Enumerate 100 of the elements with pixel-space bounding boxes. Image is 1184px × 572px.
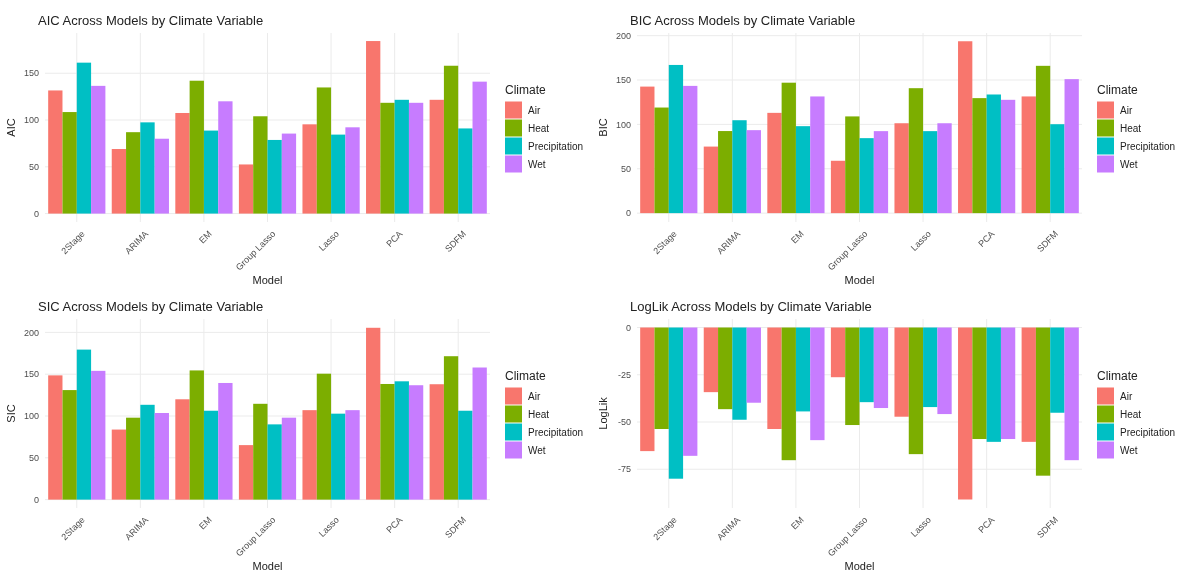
bar [1064,79,1079,214]
bar [253,116,268,214]
bar [48,375,63,500]
legend-label: Wet [528,159,546,170]
y-tick-label: -75 [617,464,631,475]
bar [218,382,233,500]
y-tick-label: 50 [28,452,39,463]
bar [316,87,332,214]
chart-title: LogLik Across Models by Climate Variable [630,299,872,314]
y-tick-label: 0 [33,494,39,505]
bar [203,410,219,500]
bar [331,134,346,214]
legend-label: Precipitation [1120,141,1176,152]
bar [429,384,444,500]
bar [683,85,698,214]
legend-label: Air [1120,105,1133,116]
bar [668,64,684,214]
bar [810,96,825,214]
bar [394,99,409,214]
bar [126,132,141,214]
bar [408,102,424,214]
chart-title: BIC Across Models by Climate Variable [630,13,856,28]
legend-label: Heat [528,409,550,420]
y-tick-label: 150 [23,68,39,79]
bar [472,367,487,500]
legend-label: Air [528,105,541,116]
bar [238,445,254,500]
bar [281,417,297,500]
bar [62,112,77,214]
y-tick-label: 100 [23,411,39,422]
legend-label: Heat [528,123,550,134]
bar [795,126,811,214]
bar [458,410,473,500]
x-tick-label: EM [789,228,806,246]
bar [267,139,282,214]
y-tick-label: 50 [620,163,631,174]
y-tick-label: 50 [28,161,39,172]
bar [746,130,761,214]
legend-label: Precipitation [1120,427,1176,438]
bar [703,146,719,214]
bar [76,62,92,214]
y-tick-label: -50 [617,417,631,428]
legend-title: Climate [1097,82,1138,97]
bar [126,417,141,500]
bar [345,127,360,214]
x-tick-label: PCA [976,228,997,249]
y-tick-label: 0 [33,208,39,219]
bar [48,90,63,214]
bar [908,88,924,214]
bar [394,381,409,500]
y-axis-title: AIC [5,118,17,137]
bar [111,429,127,500]
bar [1000,99,1016,214]
bar [654,107,669,214]
bar [472,81,487,214]
bar [781,82,796,214]
y-tick-label: 200 [23,327,39,338]
legend-label: Wet [1120,159,1138,170]
bar [718,131,733,214]
bar [366,41,381,214]
bar [640,86,655,214]
bar [238,164,254,214]
bar [267,424,282,500]
y-tick-label: 0 [625,208,631,219]
y-tick-label: 100 [23,115,39,126]
bar [189,80,204,214]
y-tick-label: 0 [625,322,631,333]
bar [189,370,204,500]
legend-label: Wet [528,445,546,456]
bar [154,413,169,500]
y-tick-label: 150 [615,75,631,86]
bar [140,122,155,214]
bar [380,102,395,214]
bar [443,356,459,500]
x-tick-label: PCA [384,228,405,249]
bar [331,413,346,500]
bar [859,138,874,214]
bar [845,116,860,214]
bar [302,124,317,214]
bar [958,41,973,214]
bar [732,120,747,214]
bar [986,94,1001,214]
y-tick-label: 150 [23,369,39,380]
bar [175,113,190,214]
bar [302,410,317,500]
y-tick-label: 200 [615,30,631,41]
bar [345,410,360,500]
bar [429,99,444,214]
x-axis-title: Model [844,560,875,572]
bar [62,390,77,500]
bar [316,373,332,500]
x-tick-label: EM [789,514,806,532]
bar [408,385,424,500]
bar [937,123,952,214]
legend-title: Climate [505,82,546,97]
bar [91,370,106,500]
bar [281,133,297,214]
y-axis-title: LogLik [597,396,609,430]
chart-title: SIC Across Models by Climate Variable [38,299,264,314]
bar [894,123,909,214]
